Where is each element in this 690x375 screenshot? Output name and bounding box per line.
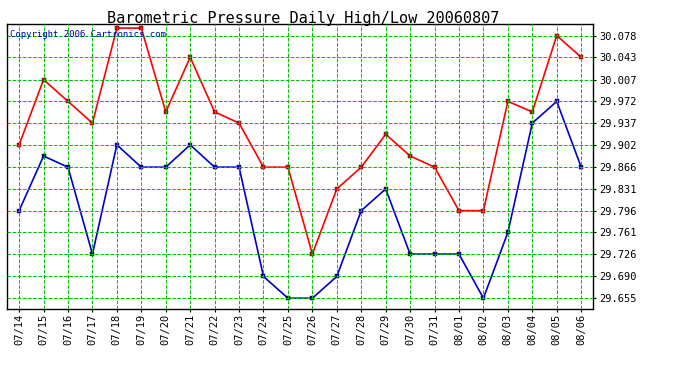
Text: Copyright 2006 Cartronics.com: Copyright 2006 Cartronics.com [10,30,166,39]
Text: Barometric Pressure Daily High/Low 20060807: Barometric Pressure Daily High/Low 20060… [108,10,500,26]
